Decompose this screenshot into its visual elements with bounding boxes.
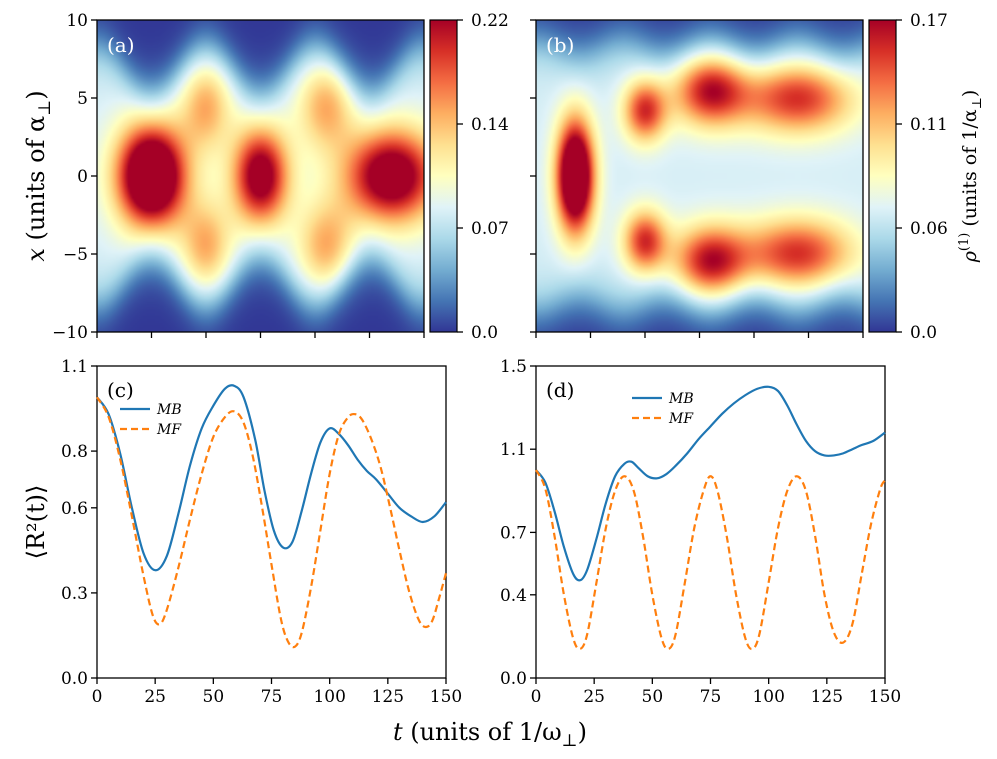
legend-d: MB MF bbox=[632, 391, 694, 427]
colorbar-tick-label-a-2: 0.07 bbox=[471, 219, 509, 239]
y-axis-c-label: ⟨R²(t)⟩ bbox=[22, 485, 50, 560]
x-tick-label-d-6: 150 bbox=[869, 687, 901, 707]
legend-c: MB MF bbox=[120, 402, 182, 438]
y-tick-label-d-2: 0.7 bbox=[500, 523, 527, 543]
panel-label-b: (b) bbox=[546, 33, 574, 57]
y-tick-label-c-1: 0.3 bbox=[61, 584, 88, 604]
colorbar-tick-label-b-3: 0.0 bbox=[910, 323, 937, 343]
y-axis-a: 10 5 0 −5 −10 bbox=[52, 11, 97, 343]
y-tick-label-c-0: 0.0 bbox=[61, 669, 88, 689]
x-tick-label-c-6: 150 bbox=[430, 687, 462, 707]
y-tick-label-a-1: 5 bbox=[77, 89, 88, 109]
panel-d: 0 25 50 75 100 125 150 0.0 0.4 0.7 1.1 1.5 (d) MB M… bbox=[500, 357, 901, 707]
colorbar-tick-label-a-0: 0.22 bbox=[471, 11, 509, 31]
colorbar-tick-label-a-3: 0.0 bbox=[471, 323, 498, 343]
panel-b: (b) 0.17 0.11 0.06 0.0 ρ(1) (units of 1/α⊥) bbox=[530, 11, 985, 343]
x-tick-label-d-5: 125 bbox=[811, 687, 843, 707]
panel-label-a: (a) bbox=[107, 33, 135, 57]
y-axis-b bbox=[530, 19, 536, 333]
x-tick-label-d-2: 50 bbox=[642, 687, 664, 707]
plot-c-axes: 0 25 50 75 100 125 150 0.0 0.3 0.6 0.8 1.1 bbox=[61, 357, 462, 707]
y-axis-a-label: x (units of α⊥) bbox=[22, 90, 55, 261]
panel-label-d: (d) bbox=[546, 378, 574, 402]
legend-d-mb-label: MB bbox=[668, 391, 694, 407]
colorbar-tick-label-b-1: 0.11 bbox=[910, 115, 948, 135]
x-tick-label-c-2: 50 bbox=[203, 687, 225, 707]
y-tick-label-d-1: 0.4 bbox=[500, 586, 527, 606]
colorbar-b-ticks: 0.17 0.11 0.06 0.0 bbox=[896, 11, 948, 343]
x-tick-label-d-4: 100 bbox=[752, 687, 784, 707]
colorbar-b-label: ρ(1) (units of 1/α⊥) bbox=[957, 90, 985, 264]
y-tick-label-a-3: −5 bbox=[63, 245, 88, 265]
x-tick-label-d-3: 75 bbox=[700, 687, 722, 707]
colorbar-a-ticks: 0.22 0.14 0.07 0.0 bbox=[457, 11, 509, 343]
heatmap-a-image bbox=[97, 20, 424, 332]
panel-label-c: (c) bbox=[107, 378, 134, 402]
y-tick-label-d-4: 1.5 bbox=[500, 357, 527, 377]
y-tick-label-d-3: 1.1 bbox=[500, 440, 527, 460]
plot-d-series bbox=[535, 385, 886, 651]
x-tick-label-d-0: 0 bbox=[531, 687, 542, 707]
x-axis-b bbox=[535, 332, 864, 338]
colorbar-tick-label-a-1: 0.14 bbox=[471, 115, 509, 135]
series-d-mf bbox=[535, 469, 886, 651]
series-d-mb bbox=[535, 385, 886, 582]
x-tick-label-d-1: 25 bbox=[583, 687, 605, 707]
legend-c-mf-label: MF bbox=[156, 422, 182, 438]
colorbar-b bbox=[868, 19, 897, 333]
x-tick-label-c-4: 100 bbox=[313, 687, 345, 707]
series-c-mf bbox=[96, 396, 448, 649]
y-tick-label-c-3: 0.8 bbox=[61, 442, 88, 462]
x-tick-label-c-5: 125 bbox=[372, 687, 404, 707]
legend-c-mb-label: MB bbox=[156, 402, 182, 418]
colorbar-tick-label-b-0: 0.17 bbox=[910, 11, 948, 31]
x-axis-a bbox=[96, 332, 425, 338]
panel-a: (a) 10 5 0 −5 −10 0.22 0.14 0.07 0.0 x (units o… bbox=[22, 11, 509, 343]
x-tick-label-c-0: 0 bbox=[92, 687, 103, 707]
x-tick-label-c-1: 25 bbox=[144, 687, 166, 707]
plot-d-axes: 0 25 50 75 100 125 150 0.0 0.4 0.7 1.1 1.5 bbox=[500, 357, 901, 707]
panel-c: 0 25 50 75 100 125 150 0.0 0.3 0.6 0.8 1.1 (c) MB M… bbox=[22, 357, 462, 707]
series-c-mb bbox=[96, 384, 447, 572]
colorbar-a bbox=[429, 19, 458, 333]
legend-d-mf-label: MF bbox=[668, 411, 694, 427]
y-tick-label-a-4: −10 bbox=[52, 323, 88, 343]
y-tick-label-d-0: 0.0 bbox=[500, 669, 527, 689]
shared-x-axis-label: t (units of 1/ω⊥) bbox=[393, 718, 587, 751]
y-tick-label-c-4: 1.1 bbox=[61, 357, 88, 377]
y-tick-label-c-2: 0.6 bbox=[61, 499, 88, 519]
plot-d-frame bbox=[535, 365, 886, 679]
colorbar-tick-label-b-2: 0.06 bbox=[910, 219, 948, 239]
plot-c-series bbox=[96, 384, 448, 649]
y-tick-label-a-2: 0 bbox=[77, 167, 88, 187]
x-tick-label-c-3: 75 bbox=[261, 687, 283, 707]
heatmap-b-image bbox=[536, 20, 863, 332]
y-tick-label-a-0: 10 bbox=[66, 11, 88, 31]
